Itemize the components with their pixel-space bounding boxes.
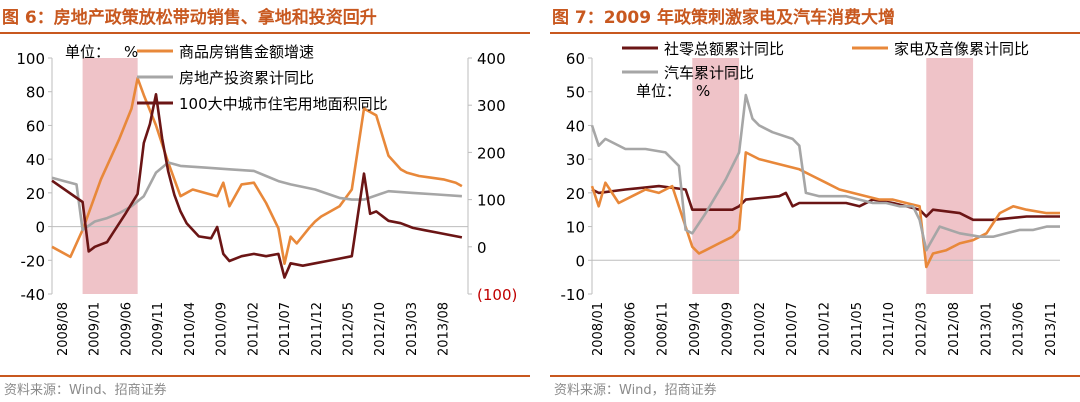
x-tick-label: 2009/01 bbox=[88, 302, 103, 356]
series-line-1 bbox=[51, 161, 462, 232]
unit-symbol: % bbox=[124, 43, 138, 61]
y-tick-label: 20 bbox=[566, 185, 585, 203]
x-tick-label: 2011/05 bbox=[850, 302, 865, 356]
shaded-period-1 bbox=[926, 58, 974, 294]
x-tick-label: 2011/07 bbox=[278, 302, 293, 356]
right-y-tick-label: 100 bbox=[477, 192, 506, 210]
left-chart: 100806040200-20-404003002001000(100)2008… bbox=[16, 43, 517, 356]
left-chart-source: 资料来源：Wind、招商证券 bbox=[4, 383, 167, 398]
x-tick-label: 2013/06 bbox=[1012, 302, 1027, 356]
x-tick-label: 2010/04 bbox=[183, 302, 198, 356]
legend-label-1: 房地产投资累计同比 bbox=[179, 69, 314, 87]
x-tick-label: 2012/10 bbox=[373, 302, 388, 356]
x-tick-label: 2010/02 bbox=[753, 302, 768, 356]
x-tick-label: 2008/11 bbox=[656, 302, 671, 356]
series-line-2 bbox=[51, 93, 463, 279]
left-y-tick-label: 0 bbox=[35, 219, 45, 237]
right-source-rule bbox=[550, 375, 1080, 377]
right-chart-title: 图 7：2009 年政策刺激家电及汽车消费大增 bbox=[552, 8, 895, 28]
shaded-period-0 bbox=[692, 58, 740, 294]
left-y-tick-label: 40 bbox=[26, 151, 45, 169]
right-y-tick-label: 0 bbox=[477, 239, 487, 257]
left-chart-panel: 图 6：房地产政策放松带动销售、拿地和投资回升 100 80 60 40 20 0 -20-… bbox=[0, 0, 530, 402]
right-chart: 60 50 40 30 20 10 0 -10 2008/01 2008/06 2008/11 200… bbox=[561, 40, 1060, 356]
right-chart-source: 资料来源：Wind，招商证券 bbox=[554, 383, 717, 398]
y-tick-label: 40 bbox=[566, 117, 585, 135]
left-y-tick-label: 80 bbox=[26, 84, 45, 102]
legend-label-2: 汽车累计同比 bbox=[664, 64, 754, 82]
x-tick-label: 2008/08 bbox=[56, 302, 71, 356]
x-tick-label: 2013/08 bbox=[437, 302, 452, 356]
x-tick-label: 2013/11 bbox=[1044, 302, 1059, 356]
right-y-tick-label: 300 bbox=[477, 97, 506, 115]
x-tick-label: 2010/07 bbox=[785, 302, 800, 356]
y-tick-label: 0 bbox=[575, 252, 585, 270]
unit-symbol: % bbox=[696, 82, 710, 100]
x-tick-label: 2009/04 bbox=[688, 302, 703, 356]
x-tick-label: 2011/02 bbox=[246, 302, 261, 356]
left-chart-title: 图 6：房地产政策放松带动销售、拿地和投资回升 bbox=[2, 8, 377, 28]
series-line-1 bbox=[590, 151, 1060, 269]
x-tick-label: 2009/09 bbox=[720, 302, 735, 356]
y-tick-label: 10 bbox=[566, 219, 585, 237]
x-tick-label: 2009/11 bbox=[151, 302, 166, 356]
legend-label-1: 家电及音像累计同比 bbox=[894, 40, 1029, 58]
shaded-period-0 bbox=[82, 58, 138, 294]
right-y-tick-label: (100) bbox=[477, 286, 517, 304]
x-tick-label: 2008/01 bbox=[591, 302, 606, 356]
series-line-2 bbox=[590, 93, 1060, 252]
legend-label-2: 100大中城市住宅用地面积同比 bbox=[179, 95, 388, 113]
unit-label: 单位： bbox=[65, 43, 110, 61]
series-line-0 bbox=[591, 184, 1060, 222]
right-title-rule bbox=[550, 32, 1080, 34]
left-source-rule bbox=[0, 375, 530, 377]
right-y-tick-label: 400 bbox=[477, 50, 506, 68]
left-y-tick-label: -40 bbox=[21, 286, 46, 304]
right-chart-panel: 图 7：2009 年政策刺激家电及汽车消费大增 60 50 40 30 20 10 0 -10… bbox=[550, 0, 1080, 402]
series-line-0 bbox=[51, 76, 463, 265]
x-tick-label: 2009/06 bbox=[119, 302, 134, 356]
x-tick-label: 2011/12 bbox=[310, 302, 325, 356]
legend-label-0: 商品房销售金额增速 bbox=[179, 43, 314, 61]
x-tick-label: 2013/03 bbox=[405, 302, 420, 356]
left-y-tick-label: -20 bbox=[21, 252, 46, 270]
x-tick-label: 2012/08 bbox=[947, 302, 962, 356]
y-tick-label: 60 bbox=[566, 50, 585, 68]
x-tick-label: 2010/09 bbox=[215, 302, 230, 356]
x-tick-label: 2012/03 bbox=[915, 302, 930, 356]
x-tick-label: 2013/01 bbox=[979, 302, 994, 356]
unit-label: 单位： bbox=[636, 82, 681, 100]
y-tick-label: 50 bbox=[566, 84, 585, 102]
left-y-tick-label: 20 bbox=[26, 185, 45, 203]
x-tick-label: 2010/12 bbox=[818, 302, 833, 356]
y-tick-label: -10 bbox=[561, 286, 586, 304]
x-tick-label: 2012/05 bbox=[341, 302, 356, 356]
x-tick-label: 2008/06 bbox=[623, 302, 638, 356]
x-tick-label: 2011/10 bbox=[882, 302, 897, 356]
legend-label-0: 社零总额累计同比 bbox=[664, 40, 784, 58]
y-tick-label: 30 bbox=[566, 151, 585, 169]
left-title-rule bbox=[0, 32, 530, 34]
left-y-tick-label: 100 bbox=[16, 50, 45, 68]
left-y-tick-label: 60 bbox=[26, 117, 45, 135]
right-y-tick-label: 200 bbox=[477, 144, 506, 162]
